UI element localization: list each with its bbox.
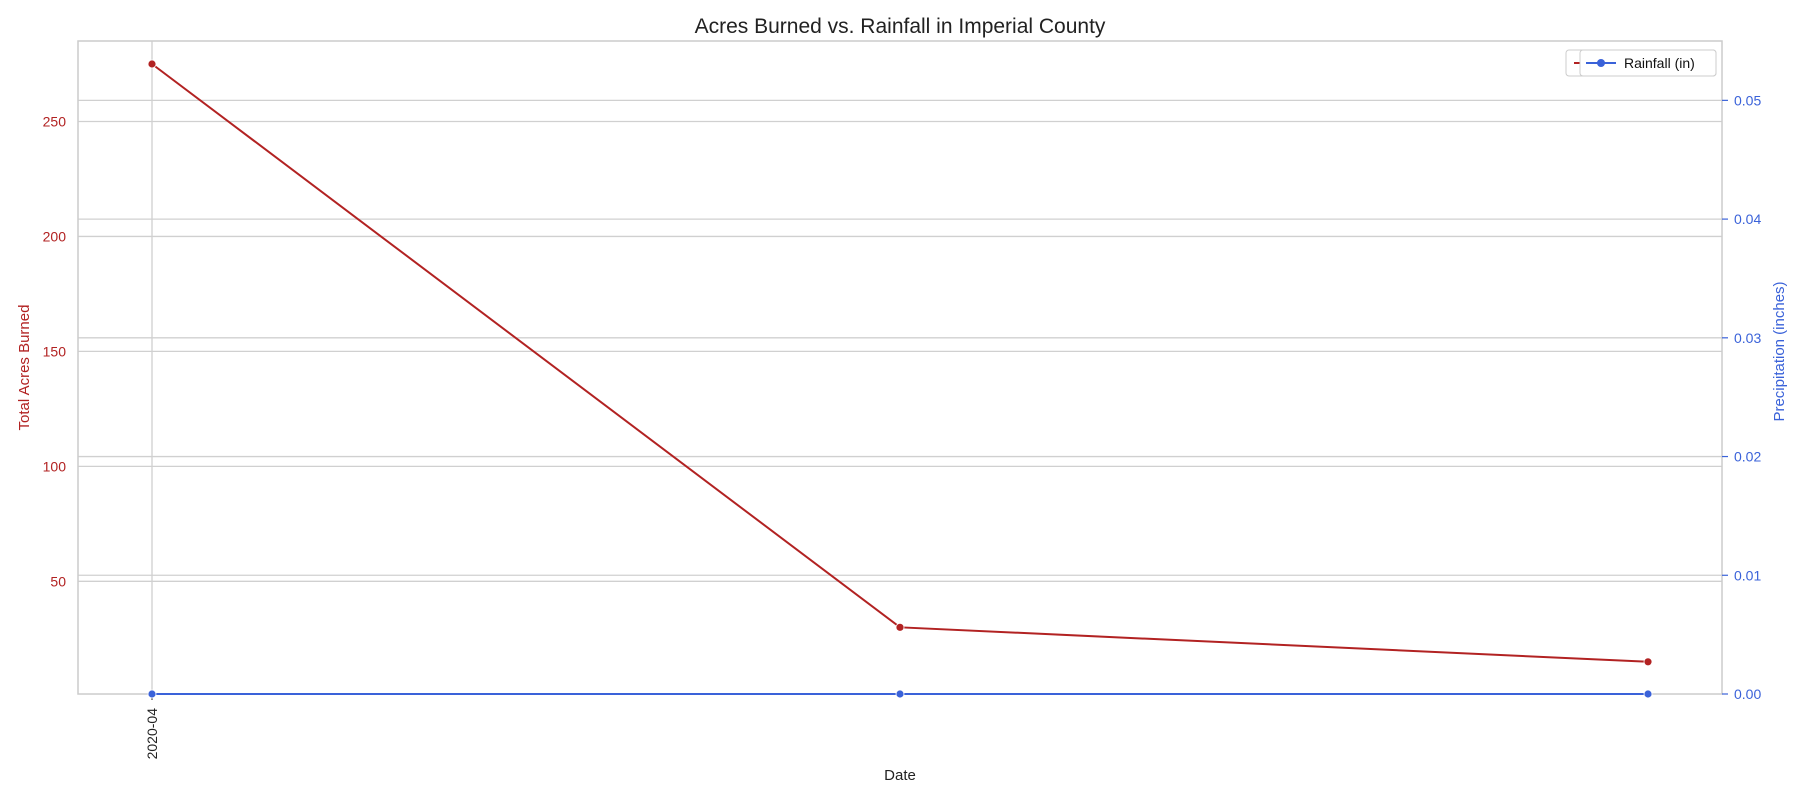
data-point-acres-burned <box>147 59 157 69</box>
legend: Acres BurnedRainfall (in) <box>1565 49 1717 77</box>
y-right-tick-label: 0.02 <box>1734 449 1761 465</box>
legend-marker-rainfall <box>1597 59 1605 67</box>
data-point-rainfall-in <box>1643 689 1653 699</box>
y-left-tick-label: 50 <box>50 573 66 589</box>
legend-label-rainfall: Rainfall (in) <box>1624 55 1695 71</box>
left-axis: 50 100 150 200 250 <box>43 113 67 589</box>
right-axis: 0.00 0.01 0.02 0.03 0.04 0.05 <box>1722 92 1761 702</box>
x-axis-label: Date <box>884 767 916 784</box>
x-axis: 2020-04 <box>144 694 160 759</box>
chart-title: Acres Burned vs. Rainfall in Imperial Co… <box>695 15 1106 38</box>
data-point-acres-burned <box>895 622 905 632</box>
y-right-tick-label: 0.01 <box>1734 567 1761 583</box>
x-tick-label: 2020-04 <box>144 708 160 760</box>
y-right-tick-label: 0.03 <box>1734 330 1761 346</box>
legend-box-right <box>1579 49 1717 77</box>
y-right-tick-label: 0.00 <box>1734 686 1761 702</box>
data-point-acres-burned <box>1643 657 1653 667</box>
data-point-rainfall-in <box>895 689 905 699</box>
y-axis-right-label: Precipitation (inches) <box>1771 281 1788 421</box>
grid <box>78 41 1722 694</box>
plot-frame <box>77 40 1723 695</box>
series-line-acres-burned <box>151 63 1649 663</box>
series-layer <box>147 59 1653 699</box>
y-right-tick-label: 0.04 <box>1734 211 1761 227</box>
y-left-tick-label: 100 <box>43 458 67 474</box>
data-point-rainfall-in <box>147 689 157 699</box>
y-left-tick-label: 200 <box>43 228 67 244</box>
y-left-tick-label: 150 <box>43 343 67 359</box>
y-axis-left-label: Total Acres Burned <box>16 305 33 431</box>
y-right-tick-label: 0.05 <box>1734 92 1761 108</box>
y-left-tick-label: 250 <box>43 113 67 129</box>
